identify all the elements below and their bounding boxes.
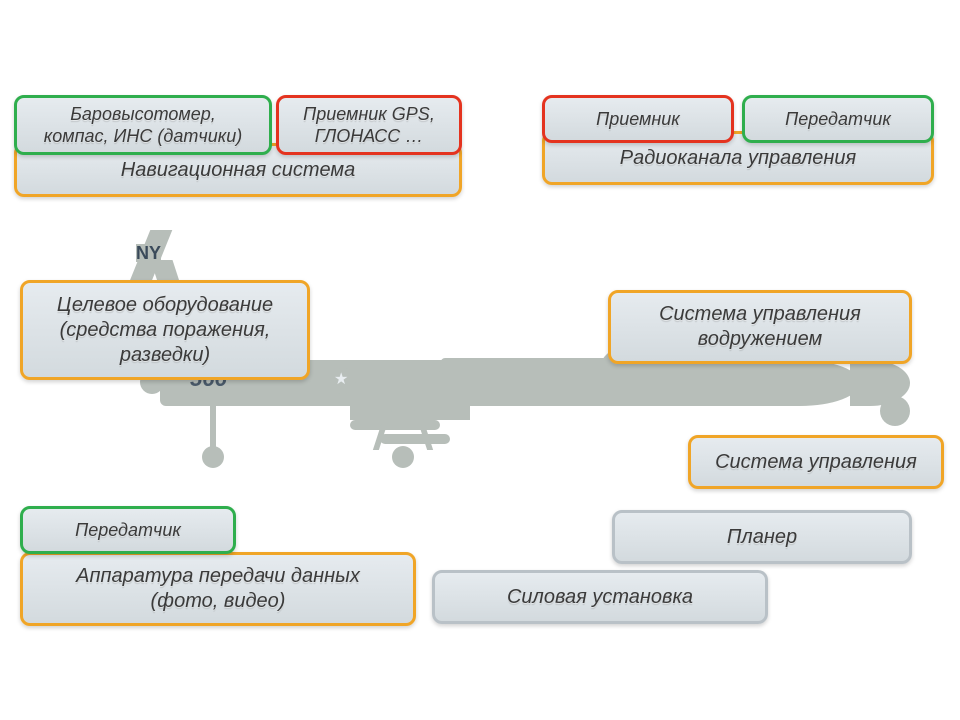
drone-tail-code: NY	[136, 244, 161, 262]
drone-gear	[210, 406, 216, 450]
callout-tx: Передатчик	[742, 95, 934, 143]
drone-missile	[380, 434, 450, 444]
callout-datalink: Аппаратура передачи данных (фото, видео)	[20, 552, 416, 626]
callout-arm: Система управления водружением	[608, 290, 912, 364]
drone-sensor-ball	[880, 396, 910, 426]
callout-power: Силовая установка	[432, 570, 768, 624]
callout-ctrl: Система управления	[688, 435, 944, 489]
callout-gps: Приемник GPS, ГЛОНАСС …	[276, 95, 462, 155]
drone-pylon	[350, 406, 470, 420]
callout-tx2: Передатчик	[20, 506, 236, 554]
drone-wheel	[202, 446, 224, 468]
diagram-stage: NY 566 Баровысотомер, компас, ИНС (датчи…	[0, 0, 960, 720]
drone-roundel-icon	[330, 368, 356, 394]
callout-payload: Целевое оборудование (средства поражения…	[20, 280, 310, 380]
callout-sensors: Баровысотомер, компас, ИНС (датчики)	[14, 95, 272, 155]
drone-wheel	[392, 446, 414, 468]
callout-planer: Планер	[612, 510, 912, 564]
callout-rx: Приемник	[542, 95, 734, 143]
drone-missile	[350, 420, 440, 430]
